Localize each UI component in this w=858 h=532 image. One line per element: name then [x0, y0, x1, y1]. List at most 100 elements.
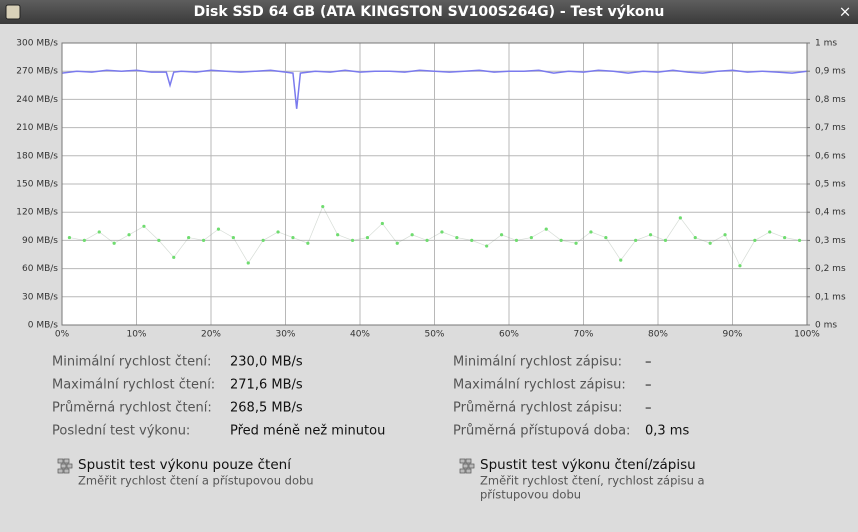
- stat-label: Minimální rychlost zápisu:: [453, 355, 622, 370]
- access-time-point: [216, 227, 221, 231]
- access-time-point: [783, 235, 787, 240]
- icon-cell: [468, 463, 475, 469]
- access-time-point: [350, 238, 355, 242]
- access-time-point: [648, 233, 653, 237]
- y2-tick-label: 0,9 ms: [815, 67, 846, 77]
- y2-tick-label: 0,3 ms: [815, 236, 846, 246]
- y2-tick-label: 0,8 ms: [815, 95, 846, 105]
- access-time-point: [544, 227, 548, 231]
- x-tick-label: 90%: [722, 330, 742, 340]
- stat-label: Maximální rychlost čtení:: [52, 378, 215, 393]
- y2-tick-label: 0,2 ms: [815, 264, 846, 274]
- stat-label: Maximální rychlost zápisu:: [453, 378, 626, 393]
- y-tick-label: 150 MB/s: [16, 180, 58, 190]
- button-label[interactable]: Spustit test výkonu čtení/zápisu: [480, 457, 696, 473]
- button-icon: [57, 458, 73, 474]
- access-time-point: [365, 235, 370, 240]
- stat-value: 268,5 MB/s: [230, 401, 303, 416]
- y-tick-label: 60 MB/s: [22, 264, 58, 274]
- button-icon: [459, 458, 475, 474]
- access-time-point: [797, 238, 802, 242]
- access-time-point: [693, 235, 697, 240]
- y-tick-label: 270 MB/s: [16, 67, 58, 77]
- y-tick-label: 90 MB/s: [22, 236, 58, 246]
- access-time-point: [529, 235, 533, 240]
- access-time-point: [97, 230, 101, 234]
- access-time-point: [455, 235, 459, 240]
- stat-value: –: [645, 355, 652, 370]
- icon-cell: [63, 468, 70, 474]
- stat-value: 0,3 ms: [645, 424, 689, 439]
- access-time-point: [470, 238, 474, 242]
- access-time-point: [291, 235, 295, 240]
- icon-cell: [57, 468, 64, 474]
- access-time-point: [738, 264, 742, 268]
- title-bar: [0, 0, 858, 24]
- window-icon: [5, 4, 21, 20]
- access-time-point: [559, 238, 563, 242]
- icon-cell: [465, 458, 472, 464]
- button-description: Změřit rychlost čtení, rychlost zápisu a: [480, 474, 705, 488]
- access-time-point: [246, 261, 250, 265]
- window-title: Disk SSD 64 GB (ATA KINGSTON SV100S264G)…: [194, 4, 665, 20]
- access-time-point: [67, 235, 72, 240]
- x-tick-label: 100%: [794, 330, 820, 340]
- access-time-point: [440, 230, 444, 234]
- stat-label: Průměrná rychlost čtení:: [52, 401, 212, 416]
- access-time-point: [723, 233, 727, 237]
- x-tick-label: 40%: [350, 330, 370, 340]
- access-time-point: [678, 216, 682, 220]
- access-time-point: [321, 204, 325, 209]
- stat-label: Minimální rychlost čtení:: [52, 355, 211, 370]
- icon-cell: [465, 468, 472, 474]
- icon-cell: [57, 458, 64, 464]
- button-label[interactable]: Spustit test výkonu pouze čtení: [78, 457, 292, 473]
- access-time-point: [261, 238, 265, 242]
- y-tick-label: 30 MB/s: [22, 292, 58, 302]
- icon-cell: [459, 458, 466, 464]
- access-time-point: [589, 230, 593, 234]
- y-tick-label: 0 MB/s: [28, 321, 59, 331]
- y-tick-label: 300 MB/s: [16, 39, 58, 49]
- y2-tick-label: 0,4 ms: [815, 208, 846, 218]
- y2-tick-label: 1 ms: [815, 39, 837, 49]
- stats: Minimální rychlost čtení: 230,0 MB/s Maxim…: [52, 355, 689, 439]
- access-time-point: [425, 238, 429, 242]
- y-tick-label: 240 MB/s: [16, 95, 58, 105]
- access-time-point: [634, 238, 638, 242]
- button-description: přístupovou dobu: [480, 488, 581, 502]
- x-tick-label: 60%: [499, 330, 519, 340]
- y-tick-label: 180 MB/s: [16, 151, 58, 161]
- plot-border: [61, 42, 808, 326]
- access-time-point: [231, 235, 235, 240]
- access-time-point: [336, 233, 340, 237]
- read-rate-line: [61, 69, 808, 109]
- buttons: Spustit test výkonu pouze čtení Změřit ry…: [57, 457, 705, 502]
- y2-tick-label: 0 ms: [815, 321, 837, 331]
- y-tick-label: 120 MB/s: [16, 208, 58, 218]
- access-time-point: [499, 233, 504, 237]
- access-time-point: [395, 241, 399, 245]
- close-button[interactable]: ×: [839, 3, 852, 21]
- stat-value: 230,0 MB/s: [230, 355, 303, 370]
- access-time-point: [514, 238, 519, 242]
- access-time-point: [380, 221, 384, 226]
- icon-cell: [63, 458, 70, 464]
- access-time-point: [127, 233, 131, 237]
- access-time-point: [663, 238, 668, 242]
- access-time-point: [708, 241, 712, 245]
- access-time-point: [753, 238, 757, 242]
- stat-value: –: [645, 378, 652, 393]
- icon-cell: [459, 468, 466, 474]
- access-time-trace: [69, 205, 800, 267]
- x-tick-label: 50%: [424, 330, 444, 340]
- stat-value: Před méně než minutou: [230, 424, 385, 439]
- access-time-point: [276, 230, 280, 234]
- stat-label: Poslední test výkonu:: [52, 424, 190, 439]
- stat-label: Průměrná přístupová doba:: [453, 424, 630, 439]
- access-time-point: [768, 230, 772, 234]
- access-time-point: [574, 241, 578, 245]
- x-tick-label: 80%: [648, 330, 668, 340]
